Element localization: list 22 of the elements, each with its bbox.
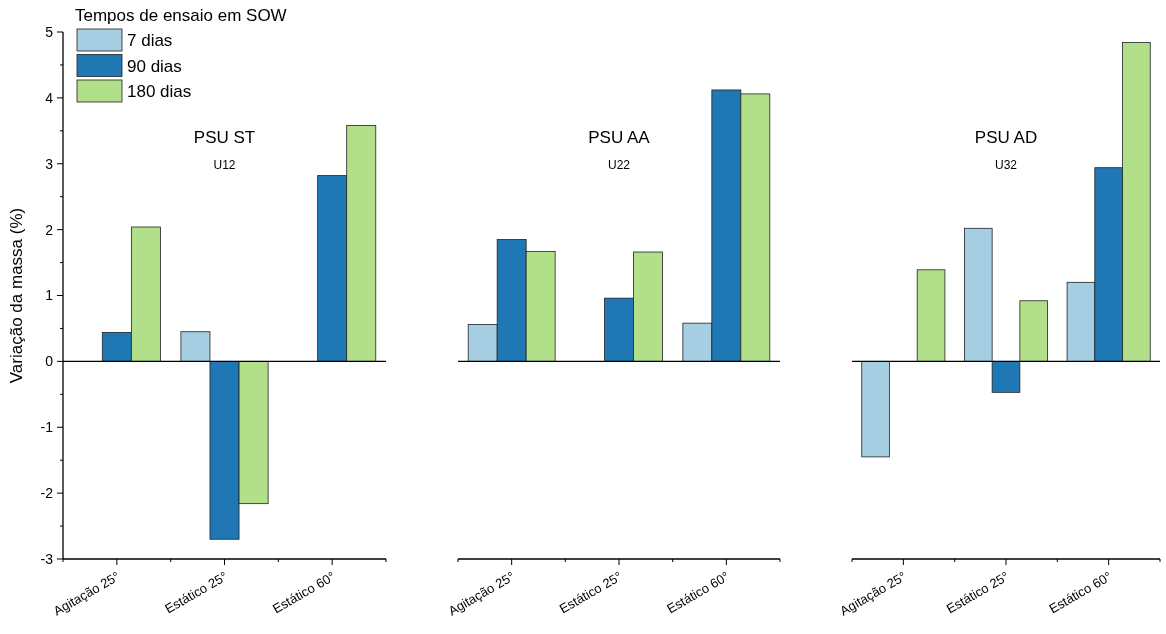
text: PSU AD [974, 128, 1038, 147]
y-axis-title: Variação da massa (%) [7, 207, 26, 384]
y-tick-label: 1 [45, 287, 54, 304]
bar [916, 269, 946, 362]
bar [861, 360, 890, 458]
legend-label: 180 dias [127, 82, 192, 101]
y-tick-label: 3 [45, 155, 54, 172]
y-tick-label: -3 [40, 550, 54, 567]
legend-label: 90 dias [127, 56, 182, 76]
text: U22 [607, 158, 631, 172]
text: PSU ST [193, 128, 256, 147]
legend-title: Tempos de ensaio em SOW [75, 6, 287, 25]
y-tick-label: 0 [45, 353, 54, 370]
text: U12 [213, 158, 236, 172]
text: PSU AA [588, 128, 651, 147]
y-tick-label: 2 [45, 221, 54, 238]
y-tick-label: -2 [40, 485, 54, 502]
y-tick-label: 5 [45, 23, 54, 40]
y-tick-label: -1 [40, 419, 54, 436]
y-tick-label: 4 [45, 89, 54, 106]
text: U32 [994, 158, 1018, 172]
legend-label: 7 dias [127, 31, 173, 50]
